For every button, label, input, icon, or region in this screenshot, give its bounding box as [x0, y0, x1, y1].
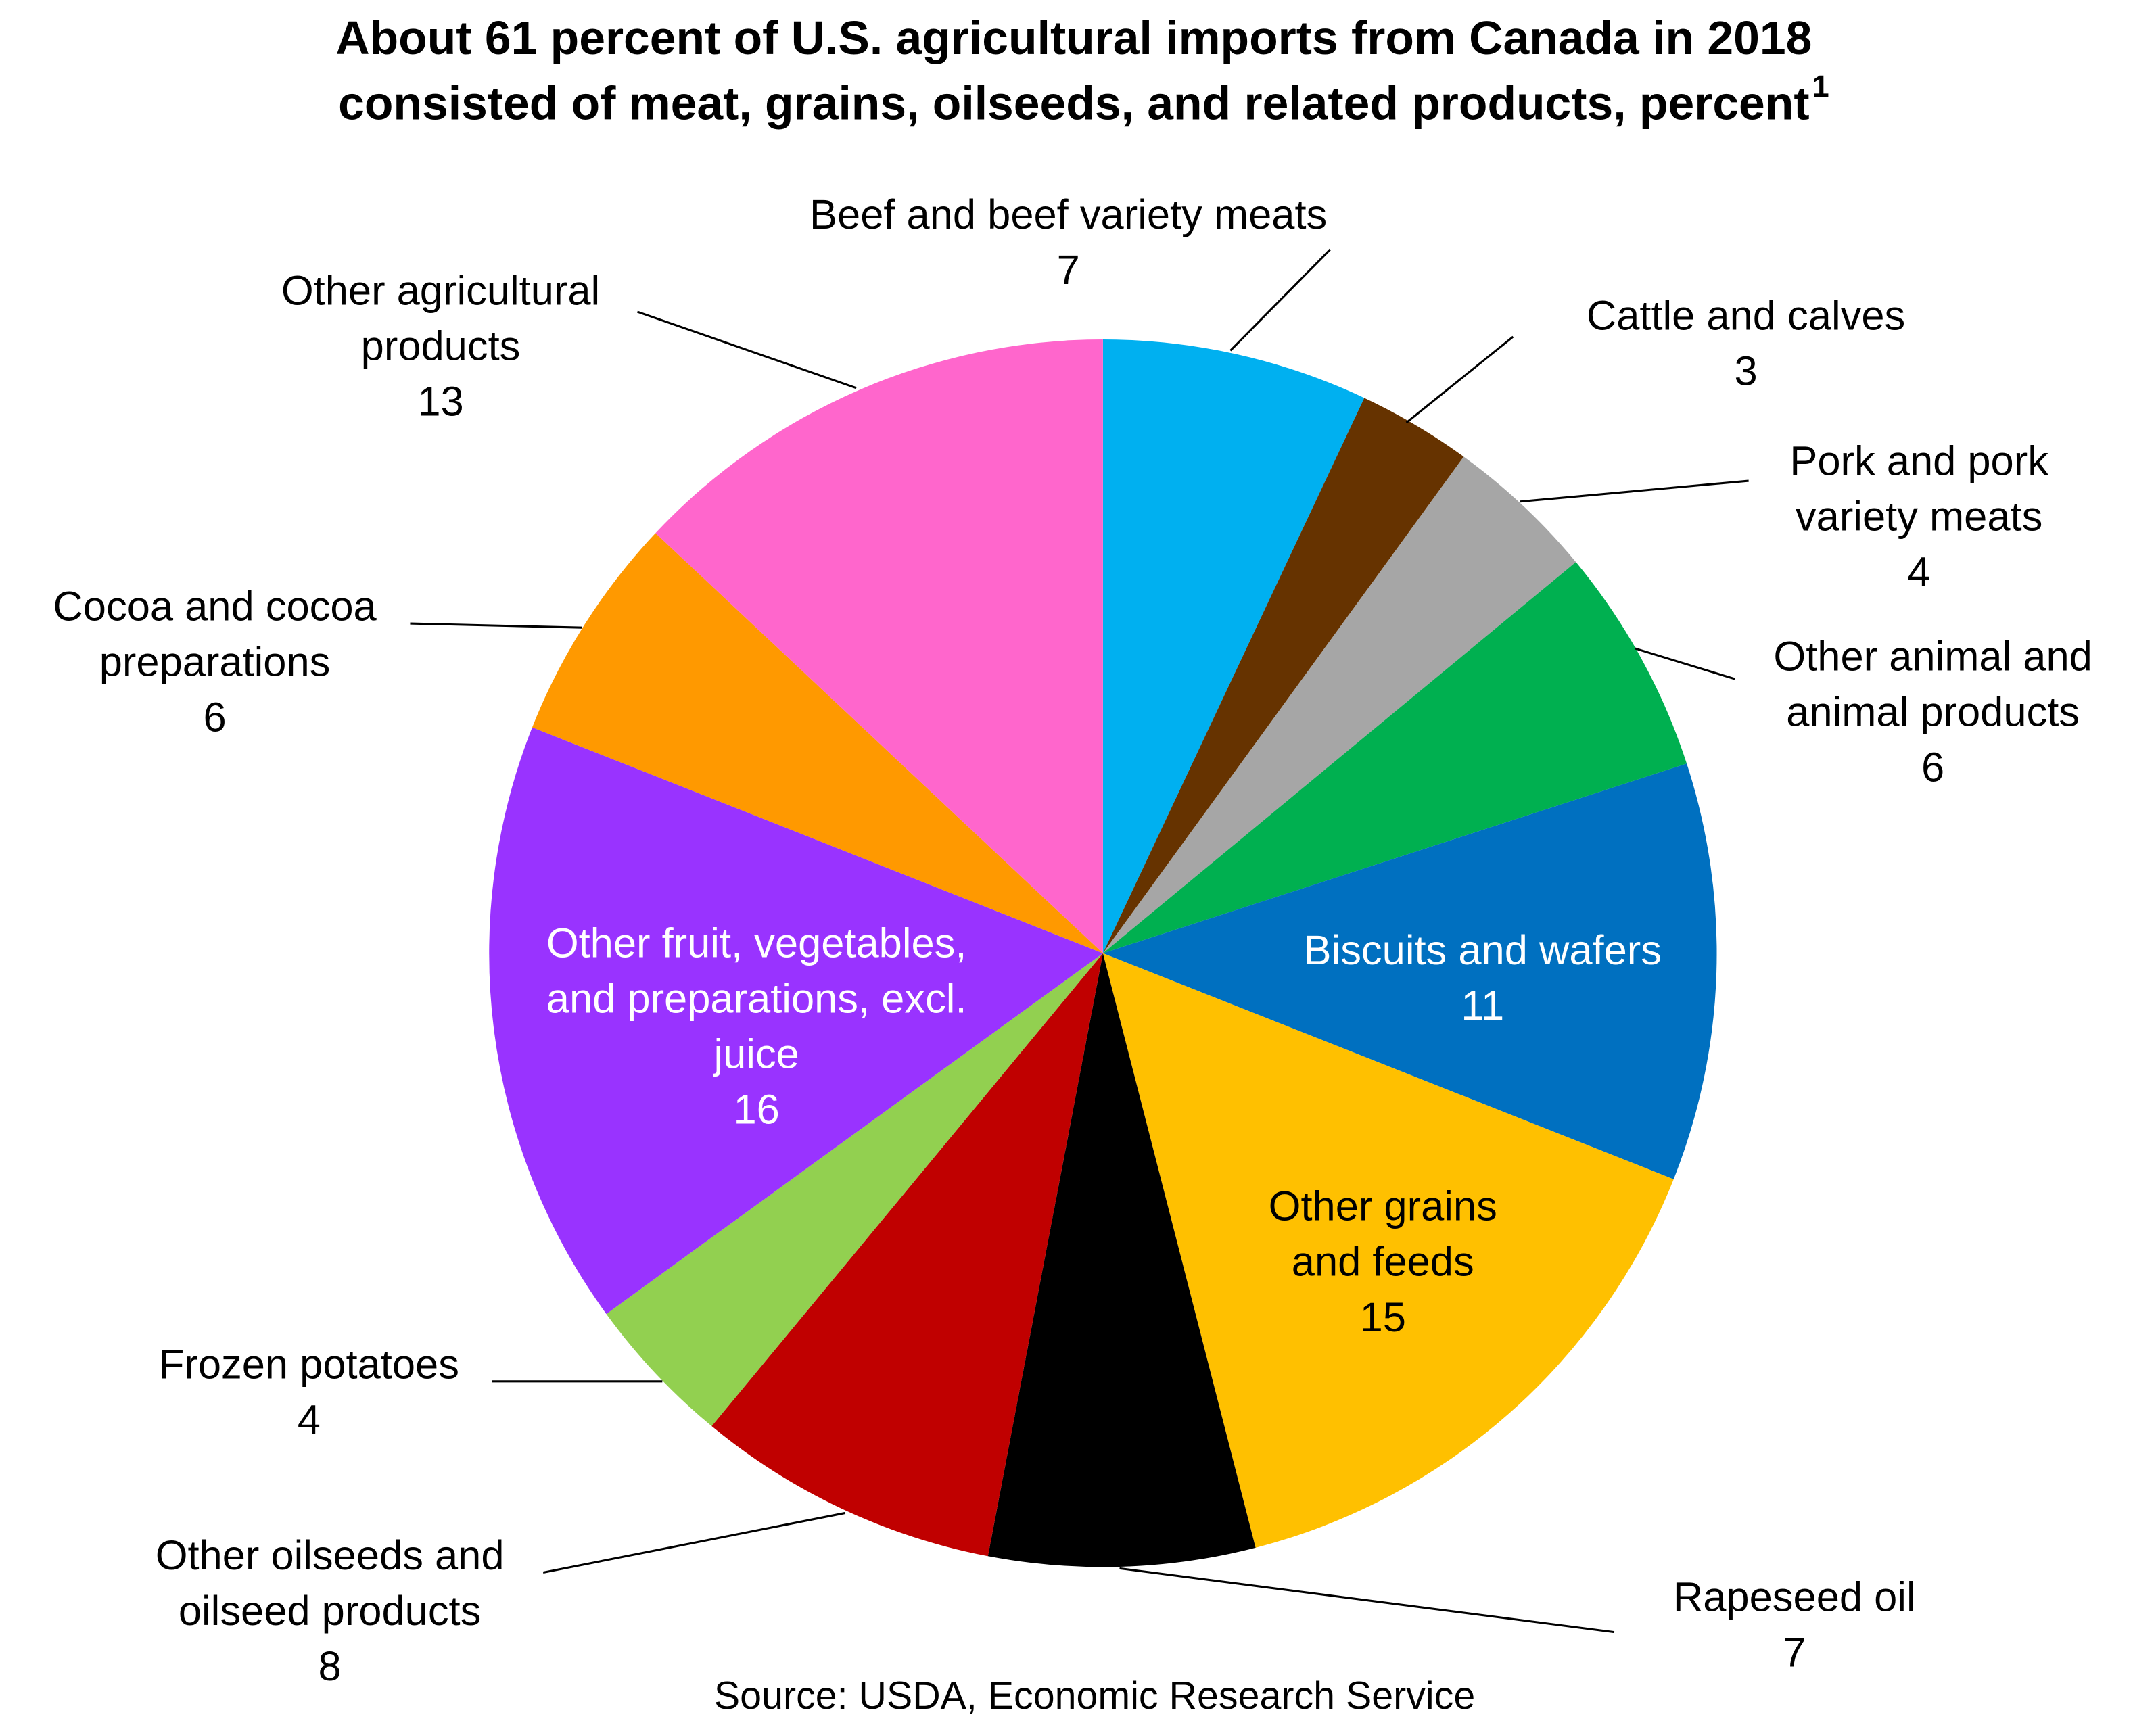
slice-label: Cocoa and cocoa preparations [53, 584, 377, 686]
slice-label: Frozen potatoes [159, 1342, 459, 1388]
pie-slice [532, 533, 1103, 953]
value-label: 11 [1461, 983, 1504, 1029]
value-label: 7 [1057, 247, 1080, 293]
leader-line [1520, 479, 1749, 503]
leader-line [1405, 335, 1514, 424]
footnote-marker: 1 [1812, 69, 1829, 103]
value-label: 13 [417, 379, 463, 425]
value-label: 4 [1908, 549, 1931, 596]
chart-title: consisted of meat, grains, oilseeds, and… [338, 76, 1809, 129]
slice-label: Biscuits and wafers [1304, 927, 1662, 974]
value-label: 7 [1783, 1630, 1806, 1676]
pie-slice [1102, 763, 1717, 1179]
pie-slice [1102, 398, 1464, 953]
leader-line [542, 1511, 846, 1574]
pie-slice [1102, 562, 1687, 953]
value-label: 6 [1921, 744, 1944, 790]
slice-label: Beef and beef variety meats [810, 191, 1327, 238]
slice-label: Other animal and animal products [1773, 634, 2092, 736]
pie-slice [655, 339, 1103, 953]
value-label: 15 [1360, 1294, 1406, 1341]
source: Source: USDA, Economic Research Service [714, 1674, 1475, 1718]
slice-label: Other grains and feeds [1269, 1183, 1497, 1285]
value-label: 8 [319, 1643, 342, 1690]
pie-slice [1102, 456, 1576, 953]
leader-line [1119, 1567, 1615, 1634]
value-label: 4 [298, 1396, 321, 1443]
pie-slice [987, 953, 1256, 1567]
slice-label: Rapeseed oil [1673, 1574, 1916, 1621]
leader-line [410, 622, 582, 629]
pie-slice [489, 727, 1103, 1315]
pie-slice [606, 953, 1103, 1427]
pie-slice [1102, 953, 1674, 1548]
value-label: 16 [733, 1087, 779, 1133]
leader-line [1635, 647, 1735, 680]
slice-label: Pork and pork variety meats [1789, 438, 2048, 540]
slice-label: Other fruit, vegetables, and preparations… [546, 920, 967, 1078]
value-label: 3 [1734, 348, 1757, 395]
pie-slice [1102, 339, 1365, 953]
slice-label: Other oilseeds and oilseed products [156, 1532, 505, 1634]
chart-title: About 61 percent of U.S. agricultural im… [335, 11, 1812, 64]
value-label: 6 [203, 694, 226, 741]
slice-label: Cattle and calves [1587, 293, 1905, 339]
pie-slice [711, 953, 1103, 1557]
leader-line [1229, 248, 1331, 352]
slice-label: Other agricultural products [281, 268, 600, 370]
leader-line [636, 310, 857, 389]
